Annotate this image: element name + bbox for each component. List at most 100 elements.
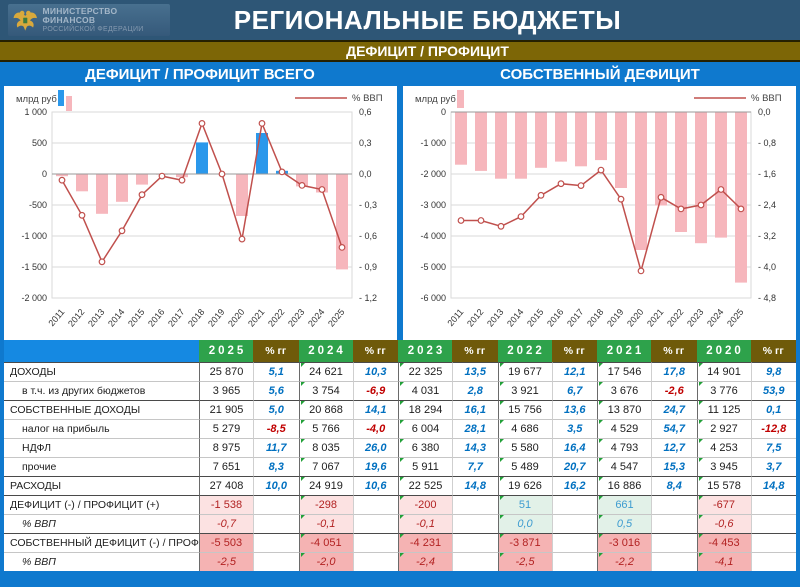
value-cell: 7 067 (298, 457, 353, 476)
pct-cell: 0,1 (750, 400, 796, 419)
pct-cell: 14,1 (352, 400, 398, 419)
value-cell: -1 538 (199, 495, 253, 514)
value-cell: -4 231 (398, 533, 452, 552)
svg-text:2012: 2012 (66, 307, 87, 329)
value-cell: 14 901 (696, 362, 751, 381)
svg-text:2015: 2015 (525, 307, 546, 329)
pct-cell: -8,5 (253, 419, 299, 438)
value-cell: 16 886 (597, 476, 651, 495)
pct-cell: 16,1 (452, 400, 498, 419)
pct-cell (452, 514, 498, 533)
pct-cell: 8,3 (253, 457, 299, 476)
pct-cell: 11,7 (253, 438, 299, 457)
value-cell: 3 776 (696, 381, 751, 400)
value-cell: -298 (298, 495, 353, 514)
value-cell: -2,5 (497, 552, 552, 571)
value-cell: 5 580 (497, 438, 552, 457)
svg-text:2024: 2024 (306, 307, 327, 329)
value-cell: 5 766 (298, 419, 353, 438)
row-label: ДОХОДЫ (4, 362, 199, 381)
value-cell: 3 754 (298, 381, 353, 400)
bars-series (455, 112, 747, 283)
row-label: СОБСТВЕННЫЙ ДЕФИЦИТ (-) / ПРОФИЦИТ (+) (4, 533, 244, 552)
svg-text:2011: 2011 (46, 307, 66, 328)
value-cell: -200 (398, 495, 452, 514)
eagle-emblem-icon (13, 10, 37, 31)
value-cell: -4 453 (696, 533, 751, 552)
value-cell: 6 004 (398, 419, 452, 438)
pct-cell (253, 552, 299, 571)
pct-cell (253, 495, 299, 514)
year-header: 2021 (597, 340, 651, 362)
pct-cell: 10,0 (253, 476, 299, 495)
row-label: % ВВП (4, 514, 199, 533)
value-cell: 15 578 (696, 476, 751, 495)
svg-text:2023: 2023 (685, 307, 706, 329)
row-label: в т.ч. из других бюджетов (4, 381, 199, 400)
pct-cell: -2,6 (651, 381, 697, 400)
pct-cell (651, 495, 697, 514)
value-cell: 18 294 (398, 400, 452, 419)
year-header: 2020 (696, 340, 751, 362)
svg-text:2012: 2012 (465, 307, 486, 329)
svg-text:-2 000: -2 000 (420, 169, 446, 179)
pct-cell (651, 552, 697, 571)
value-cell: 4 031 (398, 381, 452, 400)
ministry-logo: МИНИСТЕРСТВО ФИНАНСОВ РОССИЙСКОЙ ФЕДЕРАЦ… (8, 4, 170, 36)
pct-cell: 2,8 (452, 381, 498, 400)
pct-cell: 3,7 (750, 457, 796, 476)
pct-cell: 14,8 (750, 476, 796, 495)
svg-text:- 0,6: - 0,6 (359, 231, 377, 241)
pct-cell: 10,6 (352, 476, 398, 495)
svg-text:2017: 2017 (166, 307, 187, 329)
svg-text:1 000: 1 000 (24, 107, 47, 117)
value-cell: -2,2 (597, 552, 651, 571)
svg-text:2016: 2016 (146, 307, 167, 329)
pct-cell (750, 495, 796, 514)
row-label: прочие (4, 457, 199, 476)
pct-cell (352, 495, 398, 514)
value-cell: 11 125 (696, 400, 751, 419)
pct-cell: 24,7 (651, 400, 697, 419)
left-chart-panel: 1 000 0,6 500 0,3 0 0,0 -500 - 0,3 -1 000 - 0,6 -1… (4, 86, 397, 340)
year-header: 2024 (298, 340, 353, 362)
value-cell: 0,5 (597, 514, 651, 533)
pct-cell (551, 514, 597, 533)
svg-text:- 4,8: - 4,8 (758, 293, 776, 303)
pct-cell: 16,2 (551, 476, 597, 495)
svg-text:2018: 2018 (585, 307, 606, 329)
pct-cell: 17,8 (651, 362, 697, 381)
svg-text:2023: 2023 (286, 307, 307, 329)
svg-text:% ВВП: % ВВП (751, 93, 782, 104)
left-chart-title: ДЕФИЦИТ / ПРОФИЦИТ ВСЕГО (85, 65, 315, 83)
svg-text:-4 000: -4 000 (420, 231, 446, 241)
pct-cell (452, 533, 498, 552)
value-cell: 24 919 (298, 476, 353, 495)
value-cell: -0,1 (398, 514, 452, 533)
chart-titles-bar: ДЕФИЦИТ / ПРОФИЦИТ ВСЕГО СОБСТВЕННЫЙ ДЕФ… (0, 62, 800, 86)
pct-cell (352, 552, 398, 571)
year-header: 2022 (497, 340, 552, 362)
pct-header: % гг (253, 340, 299, 362)
svg-text:- 3,2: - 3,2 (758, 231, 776, 241)
svg-text:2016: 2016 (545, 307, 566, 329)
svg-text:2014: 2014 (106, 307, 127, 329)
svg-text:2022: 2022 (266, 307, 287, 329)
pct-cell: 5,0 (253, 400, 299, 419)
svg-text:2011: 2011 (445, 307, 465, 328)
value-cell: 3 676 (597, 381, 651, 400)
pct-cell: 3,5 (551, 419, 597, 438)
pct-cell: -4,0 (352, 419, 398, 438)
pct-cell (452, 552, 498, 571)
svg-text:-6 000: -6 000 (420, 293, 446, 303)
pct-cell: 13,5 (452, 362, 498, 381)
subtitle-bar: ДЕФИЦИТ / ПРОФИЦИТ (0, 40, 800, 62)
svg-text:2021: 2021 (645, 307, 666, 329)
pct-cell: 28,1 (452, 419, 498, 438)
row-label: СОБСТВЕННЫЕ ДОХОДЫ (4, 400, 199, 419)
row-label: РАСХОДЫ (4, 476, 199, 495)
value-cell: 4 253 (696, 438, 751, 457)
svg-text:0,0: 0,0 (758, 107, 771, 117)
page-title: РЕГИОНАЛЬНЫЕ БЮДЖЕТЫ (233, 4, 622, 35)
right-chart-title: СОБСТВЕННЫЙ ДЕФИЦИТ (500, 65, 700, 83)
